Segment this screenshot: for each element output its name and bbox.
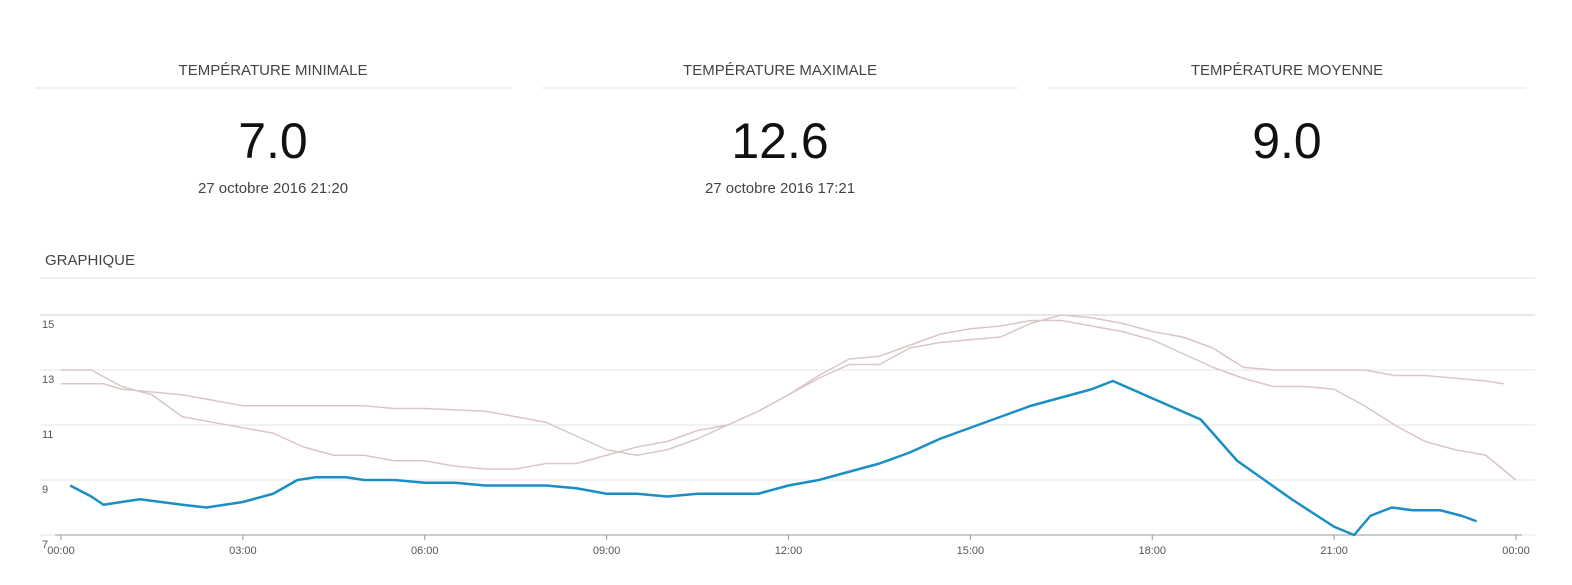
y-tick-label: 11 [42, 429, 53, 441]
y-tick-label: 15 [42, 319, 54, 331]
x-tick-label: 06:00 [411, 545, 439, 557]
x-tick-label: 03:00 [229, 545, 257, 557]
card-value: 7.0 [238, 113, 308, 169]
card-value: 9.0 [1252, 113, 1322, 169]
stat-cards: TEMPÉRATURE MINIMALE 7.0 27 octobre 2016… [35, 62, 1526, 197]
card-date: 27 octobre 2016 17:21 [705, 180, 855, 197]
card-title: TEMPÉRATURE MAXIMALE [683, 62, 877, 79]
x-tick-label: 00:00 [1502, 545, 1530, 557]
x-tick-label: 12:00 [775, 545, 803, 557]
x-tick-label: 15:00 [957, 545, 985, 557]
y-tick-label: 7 [42, 539, 48, 551]
x-tick-label: 18:00 [1138, 545, 1166, 557]
card-value: 12.6 [731, 113, 828, 169]
x-tick-label: 00:00 [47, 545, 75, 557]
card-date: 27 octobre 2016 21:20 [198, 180, 348, 197]
card-title: TEMPÉRATURE MOYENNE [1191, 62, 1383, 79]
x-tick-label: 21:00 [1320, 545, 1348, 557]
section-title: GRAPHIQUE [45, 252, 135, 269]
y-tick-label: 13 [42, 374, 54, 386]
line-series [61, 319, 1517, 481]
chart: 7 9 11 13 15 00:00 03:00 06:00 09:00 12:00 15:00 18… [40, 314, 1535, 557]
line-series [61, 314, 1504, 470]
card-title: TEMPÉRATURE MINIMALE [179, 62, 368, 79]
line-series [69, 379, 1478, 537]
x-tick-label: 09:00 [593, 545, 621, 557]
y-tick-label: 9 [42, 484, 48, 496]
